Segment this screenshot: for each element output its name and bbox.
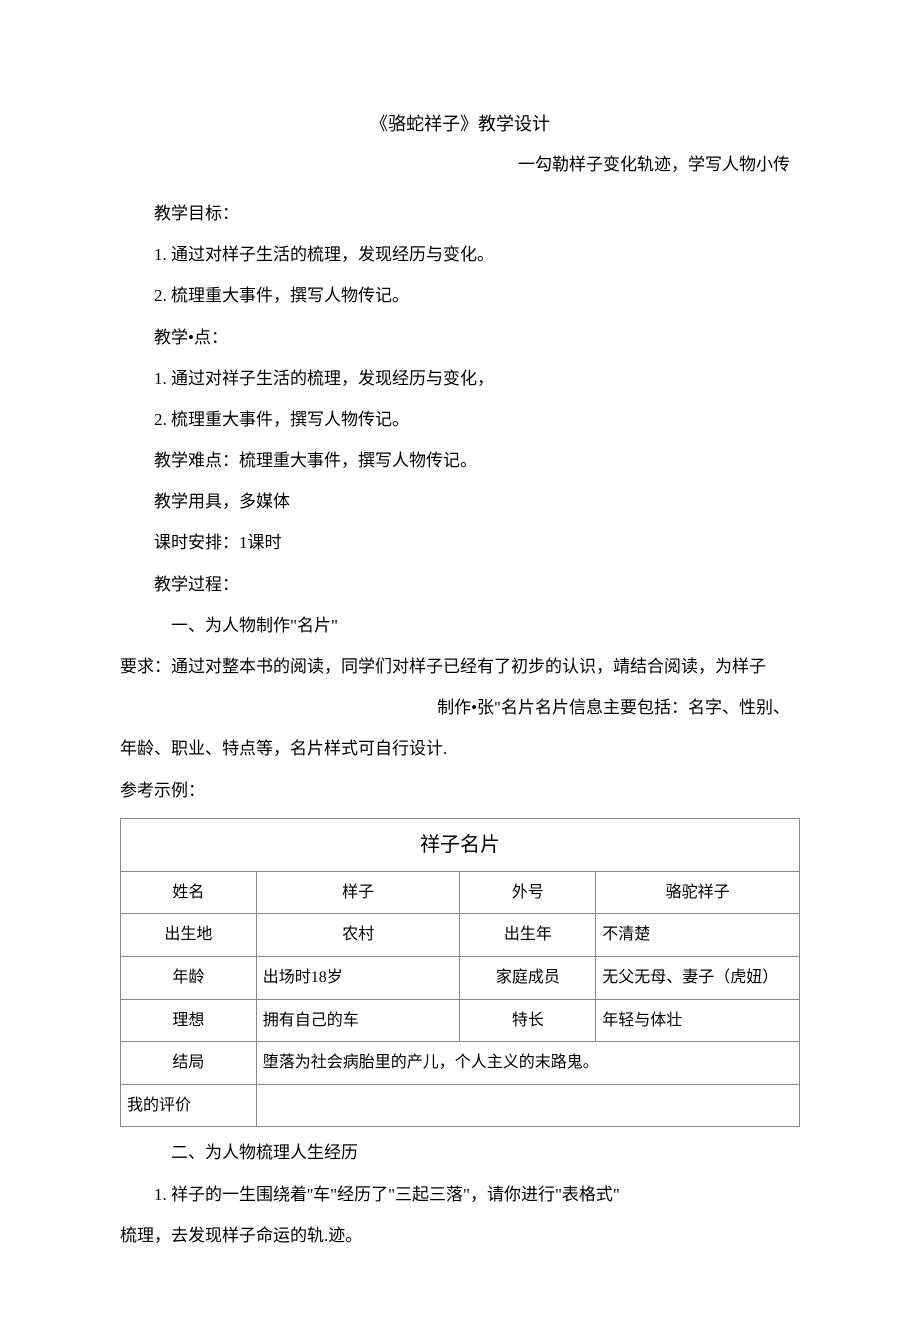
cell-value [256, 1084, 799, 1127]
table-row: 姓名 样子 外号 骆驼祥子 [121, 871, 800, 914]
process-heading: 教学过程： [120, 571, 800, 598]
objectives-heading: 教学目标： [120, 200, 800, 227]
cell-value: 堕落为社会病胎里的产儿，个人主义的末路鬼。 [256, 1042, 799, 1085]
cell-value: 拥有自己的车 [256, 999, 460, 1042]
cell-label: 特长 [460, 999, 596, 1042]
cell-label: 结局 [121, 1042, 257, 1085]
name-card-table: 祥子名片 姓名 样子 外号 骆驼祥子 出生地 农村 出生年 不清楚 年龄 出场时… [120, 818, 800, 1128]
cell-label: 年龄 [121, 956, 257, 999]
document-subtitle: 一勾勒样子变化轨迹，学写人物小传 [120, 151, 800, 178]
cell-label: 家庭成员 [460, 956, 596, 999]
keypoint-item-2: 2. 梳理重大事件，撰写人物传记。 [120, 406, 800, 433]
cell-label: 外号 [460, 871, 596, 914]
cell-label: 出生年 [460, 914, 596, 957]
table-title-row: 祥子名片 [121, 818, 800, 871]
table-row: 结局 堕落为社会病胎里的产儿，个人主义的末路鬼。 [121, 1042, 800, 1085]
section-1-req-line-3: 年龄、职业、特点等，名片样式可自行设计. [120, 735, 800, 762]
table-title-cell: 祥子名片 [121, 818, 800, 871]
section-1-req-line-2: 制作•张"名片名片信息主要包括：名字、性别、 [120, 694, 800, 721]
lesson-time-text: 课时安排：1课时 [120, 529, 800, 556]
table-row: 出生地 农村 出生年 不清楚 [121, 914, 800, 957]
cell-label: 姓名 [121, 871, 257, 914]
keypoints-heading: 教学•点： [120, 324, 800, 351]
cell-label: 我的评价 [121, 1084, 257, 1127]
cell-value: 不清楚 [596, 914, 800, 957]
cell-value: 年轻与体壮 [596, 999, 800, 1042]
table-row: 年龄 出场时18岁 家庭成员 无父无母、妻子（虎妞） [121, 956, 800, 999]
tools-text: 教学用具，多媒体 [120, 488, 800, 515]
section-1-heading: 一、为人物制作"名片" [120, 612, 800, 639]
cell-label: 出生地 [121, 914, 257, 957]
section-2-heading: 二、为人物梳理人生经历 [120, 1139, 800, 1166]
difficulty-text: 教学难点：梳理重大事件，撰写人物传记。 [120, 447, 800, 474]
cell-value: 农村 [256, 914, 460, 957]
document-title: 《骆蛇祥子》教学设计 [120, 110, 800, 139]
example-heading: 参考示例： [120, 777, 800, 804]
table-row: 理想 拥有自己的车 特长 年轻与体壮 [121, 999, 800, 1042]
cell-value: 样子 [256, 871, 460, 914]
objective-item-2: 2. 梳理重大事件，撰写人物传记。 [120, 282, 800, 309]
section-1-req-line-1: 要求：通过对整本书的阅读，同学们对样子已经有了初步的认识，靖结合阅读，为样子 [120, 653, 800, 680]
section-2-p1: 1. 祥子的一生围绕着''车"经历了"三起三落"，请你进行"表格式" [120, 1181, 800, 1208]
objective-item-1: 1. 通过对样子生活的梳理，发现经历与变化。 [120, 241, 800, 268]
cell-value: 骆驼祥子 [596, 871, 800, 914]
section-2-p2: 梳理，去发现样子命运的轨.迹。 [120, 1222, 800, 1249]
keypoint-item-1: 1. 通过对祥子生活的梳理，发现经历与变化， [120, 365, 800, 392]
cell-value: 出场时18岁 [256, 956, 460, 999]
cell-value: 无父无母、妻子（虎妞） [596, 956, 800, 999]
cell-label: 理想 [121, 999, 257, 1042]
table-row: 我的评价 [121, 1084, 800, 1127]
